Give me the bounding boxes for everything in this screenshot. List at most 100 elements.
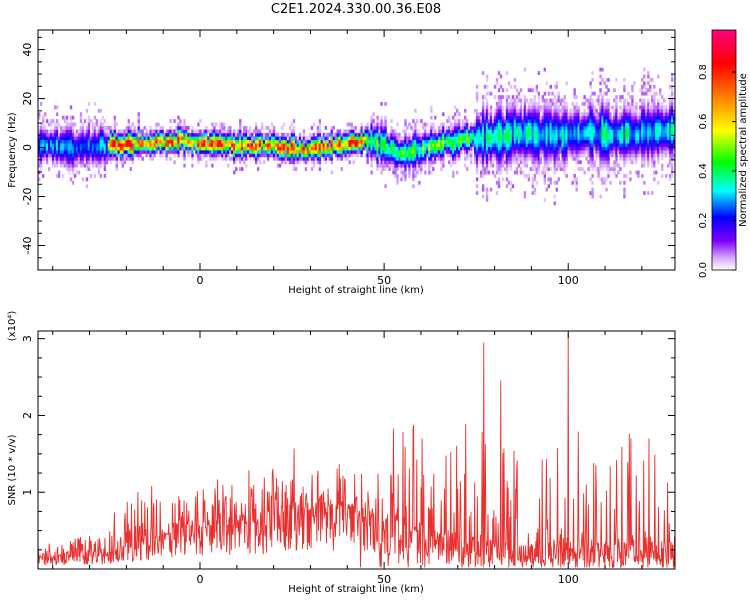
spectrogram-cell bbox=[617, 112, 620, 117]
spectrogram-cell bbox=[605, 136, 608, 141]
spectrogram-cell bbox=[406, 156, 409, 161]
spectrogram-cell bbox=[424, 156, 427, 161]
spectrogram-cell bbox=[129, 132, 132, 137]
spectrogram-cell bbox=[523, 108, 527, 113]
spectrogram-cell bbox=[127, 122, 130, 127]
spectrogram-cell bbox=[59, 146, 63, 151]
spectrogram-cell bbox=[412, 160, 415, 165]
spectrogram-cell bbox=[569, 150, 572, 154]
spectrogram-cell bbox=[380, 129, 383, 134]
spectrogram-cell bbox=[615, 95, 618, 99]
spectrogram-cell bbox=[119, 132, 123, 137]
spectrogram-cell bbox=[416, 129, 419, 134]
spectrogram-cell bbox=[251, 132, 254, 137]
spectrogram-cell bbox=[553, 156, 556, 161]
spectrogram-cell bbox=[280, 132, 284, 137]
spectrogram-cell bbox=[436, 150, 439, 154]
spectrogram-cell bbox=[535, 136, 539, 141]
spectrogram-cell bbox=[537, 153, 541, 158]
spectrogram-cell bbox=[483, 132, 487, 137]
spectrogram-cell bbox=[163, 139, 166, 144]
spectrogram-cell bbox=[595, 112, 598, 117]
spectrogram-cell bbox=[161, 139, 164, 144]
spectrogram-cell bbox=[175, 146, 178, 151]
spectrogram-cell bbox=[71, 139, 75, 144]
spectrogram-cell bbox=[350, 153, 353, 158]
spectrogram-cell bbox=[396, 143, 399, 147]
spectrogram-cell bbox=[39, 136, 43, 141]
spectrogram-cell bbox=[525, 136, 529, 141]
spectrogram-cell bbox=[103, 136, 107, 141]
spectrogram-cell bbox=[434, 136, 437, 141]
spectrogram-cell bbox=[557, 95, 560, 99]
spectrogram-cell bbox=[420, 143, 423, 147]
spectrogram-cell bbox=[573, 156, 576, 161]
spectrogram-cell bbox=[61, 143, 65, 147]
spectrogram-cell bbox=[587, 105, 590, 110]
spectrogram-cell bbox=[599, 156, 602, 161]
spectrogram-cell bbox=[181, 132, 184, 137]
spectrogram-cell bbox=[489, 112, 493, 117]
spectrogram-cell bbox=[575, 112, 578, 117]
spectrogram-cell bbox=[380, 156, 383, 161]
spectrogram-cell bbox=[549, 153, 552, 158]
spectrogram-cell bbox=[61, 163, 65, 168]
spectrogram-cell bbox=[495, 170, 499, 175]
spectrogram-cell bbox=[475, 156, 479, 161]
spectrogram-cell bbox=[408, 136, 411, 141]
spectrogram-cell bbox=[290, 132, 294, 137]
spectrogram-cell bbox=[57, 122, 61, 127]
spectrogram-cell bbox=[473, 136, 477, 141]
spectrogram-cell bbox=[43, 132, 47, 137]
spectrogram-cell bbox=[225, 132, 228, 137]
spectrogram-cell bbox=[505, 156, 509, 161]
spectrogram-cell bbox=[587, 143, 590, 147]
spectrogram-cell bbox=[495, 146, 499, 151]
spectrogram-cell bbox=[422, 156, 425, 161]
spectrogram-cell bbox=[151, 136, 154, 141]
spectrogram-cell bbox=[392, 129, 395, 134]
spectrogram-cell bbox=[454, 119, 457, 123]
spectrogram-cell bbox=[324, 156, 328, 161]
spectrogram-cell bbox=[639, 88, 642, 93]
spectrogram-cell bbox=[87, 139, 91, 144]
spectrogram-cell bbox=[75, 170, 79, 175]
spectrogram-cell bbox=[149, 132, 152, 137]
spectrogram-cell bbox=[535, 170, 539, 175]
spectrogram-cell bbox=[631, 153, 634, 158]
spectrogram-cell bbox=[101, 156, 105, 161]
spectrogram-cell bbox=[340, 146, 343, 151]
spectrogram-cell bbox=[294, 146, 298, 151]
spectrogram-cell bbox=[235, 143, 238, 147]
spectrogram-cell bbox=[103, 132, 107, 137]
spectrogram-cell bbox=[561, 139, 564, 144]
spectrogram-cell bbox=[559, 167, 562, 171]
spectrogram-cell bbox=[49, 122, 53, 127]
spectrogram-cell bbox=[571, 119, 574, 123]
spectrogram-cell bbox=[320, 136, 324, 141]
spectrogram-cell bbox=[599, 122, 602, 127]
spectrogram-cell bbox=[625, 98, 628, 103]
spectrogram-cell bbox=[143, 132, 146, 137]
spectrogram-cell bbox=[547, 146, 550, 151]
spectrogram-cell bbox=[541, 146, 545, 151]
spectrogram-cell bbox=[483, 84, 487, 89]
spectrogram-cell bbox=[593, 132, 596, 137]
spectrogram-cell bbox=[278, 143, 282, 147]
spectrogram-cell bbox=[199, 132, 202, 137]
spectrogram-cell bbox=[617, 129, 620, 134]
spectrogram-cell bbox=[209, 156, 212, 161]
spectrogram-cell bbox=[223, 146, 226, 151]
spectrogram-cell bbox=[338, 132, 341, 137]
spectrogram-cell bbox=[53, 156, 57, 161]
spectrogram-cell bbox=[509, 187, 513, 192]
spectrogram-cell bbox=[589, 139, 592, 144]
spectrogram-cell bbox=[557, 143, 560, 147]
spectrogram-cell bbox=[667, 119, 670, 123]
spectrogram-cell bbox=[193, 146, 196, 151]
spectrogram-cell bbox=[561, 119, 564, 123]
spectrogram-cell bbox=[448, 115, 451, 120]
spectrogram-cell bbox=[671, 95, 674, 99]
spectrogram-cell bbox=[571, 108, 574, 113]
spectrogram-cell bbox=[53, 132, 57, 137]
